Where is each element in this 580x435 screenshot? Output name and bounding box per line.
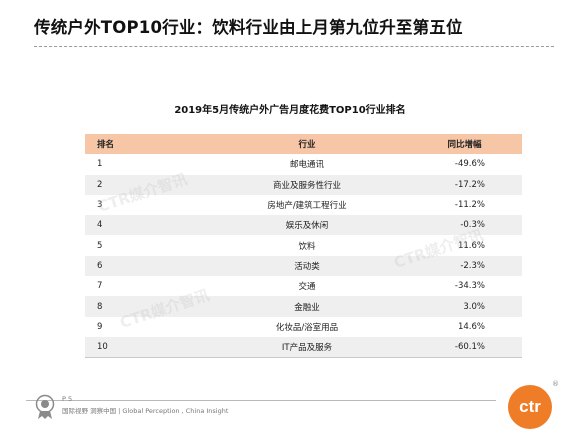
change-cell: 3.0% bbox=[407, 296, 522, 317]
industry-cell: 房地产/建筑工程行业 bbox=[207, 194, 407, 216]
page-number: P 5 bbox=[62, 395, 73, 403]
rank-cell: 10 bbox=[85, 336, 207, 359]
change-cell: 14.6% bbox=[407, 316, 522, 337]
industry-cell: 商业及服务性行业 bbox=[207, 174, 407, 195]
industry-cell: 活动类 bbox=[207, 255, 407, 277]
table-title: 2019年5月传统户外广告月度花费TOP10行业排名 bbox=[174, 105, 406, 116]
change-cell: -34.3% bbox=[407, 276, 522, 297]
slide-title: 传统户外TOP10行业：饮料行业由上月第九位升至第五位 bbox=[34, 18, 463, 37]
title-divider bbox=[34, 46, 554, 47]
change-cell: -60.1% bbox=[407, 336, 522, 359]
ranking-table: 排名 行业 同比增幅 1 邮电通讯 -49.6% 2 商业及服务性行业 -17.… bbox=[85, 134, 522, 359]
registered-mark: ® bbox=[552, 380, 559, 388]
industry-cell: 化妆品/浴室用品 bbox=[207, 316, 407, 337]
industry-cell: 金融业 bbox=[207, 296, 407, 317]
industry-cell: IT产品及服务 bbox=[207, 336, 407, 359]
change-cell: -2.3% bbox=[407, 255, 522, 277]
change-cell: -49.6% bbox=[407, 154, 522, 175]
industry-cell: 饮料 bbox=[207, 235, 407, 256]
industry-cell: 邮电通讯 bbox=[207, 154, 407, 175]
table-row: 9 化妆品/浴室用品 14.6% bbox=[85, 316, 522, 337]
table-row: 3 房地产/建筑工程行业 -11.2% bbox=[85, 194, 522, 216]
rank-cell: 7 bbox=[85, 276, 207, 297]
header-yoy-change: 同比增幅 bbox=[407, 134, 522, 155]
change-cell: -11.2% bbox=[407, 194, 522, 216]
table-row: 2 商业及服务性行业 -17.2% bbox=[85, 174, 522, 195]
rank-cell: 5 bbox=[85, 235, 207, 256]
ctr-logo: ctr bbox=[508, 385, 552, 429]
rank-cell: 9 bbox=[85, 316, 207, 337]
footer-divider bbox=[26, 400, 496, 401]
table-row: 6 活动类 -2.3% bbox=[85, 255, 522, 277]
rank-cell: 8 bbox=[85, 296, 207, 317]
rank-cell: 4 bbox=[85, 215, 207, 236]
header-rank: 排名 bbox=[85, 134, 207, 155]
footer-slogan: 国际视野 洞察中国 | Global Perception , China In… bbox=[62, 407, 229, 415]
rank-cell: 2 bbox=[85, 174, 207, 195]
rank-cell: 1 bbox=[85, 154, 207, 175]
change-cell: -17.2% bbox=[407, 174, 522, 195]
table-row: 5 饮料 11.6% bbox=[85, 235, 522, 256]
table-row: 4 娱乐及休闲 -0.3% bbox=[85, 215, 522, 236]
table-row: 8 金融业 3.0% bbox=[85, 296, 522, 317]
certification-seal-icon bbox=[35, 394, 55, 419]
table-row: 1 邮电通讯 -49.6% bbox=[85, 154, 522, 175]
table-row: 10 IT产品及服务 -60.1% bbox=[85, 336, 522, 359]
industry-cell: 交通 bbox=[207, 276, 407, 297]
industry-cell: 娱乐及休闲 bbox=[207, 215, 407, 236]
table-header-row: 排名 行业 同比增幅 bbox=[85, 134, 522, 155]
change-cell: -0.3% bbox=[407, 215, 522, 236]
change-cell: 11.6% bbox=[407, 235, 522, 256]
rank-cell: 6 bbox=[85, 255, 207, 277]
rank-cell: 3 bbox=[85, 194, 207, 216]
table-row: 7 交通 -34.3% bbox=[85, 276, 522, 297]
header-industry: 行业 bbox=[207, 134, 407, 155]
